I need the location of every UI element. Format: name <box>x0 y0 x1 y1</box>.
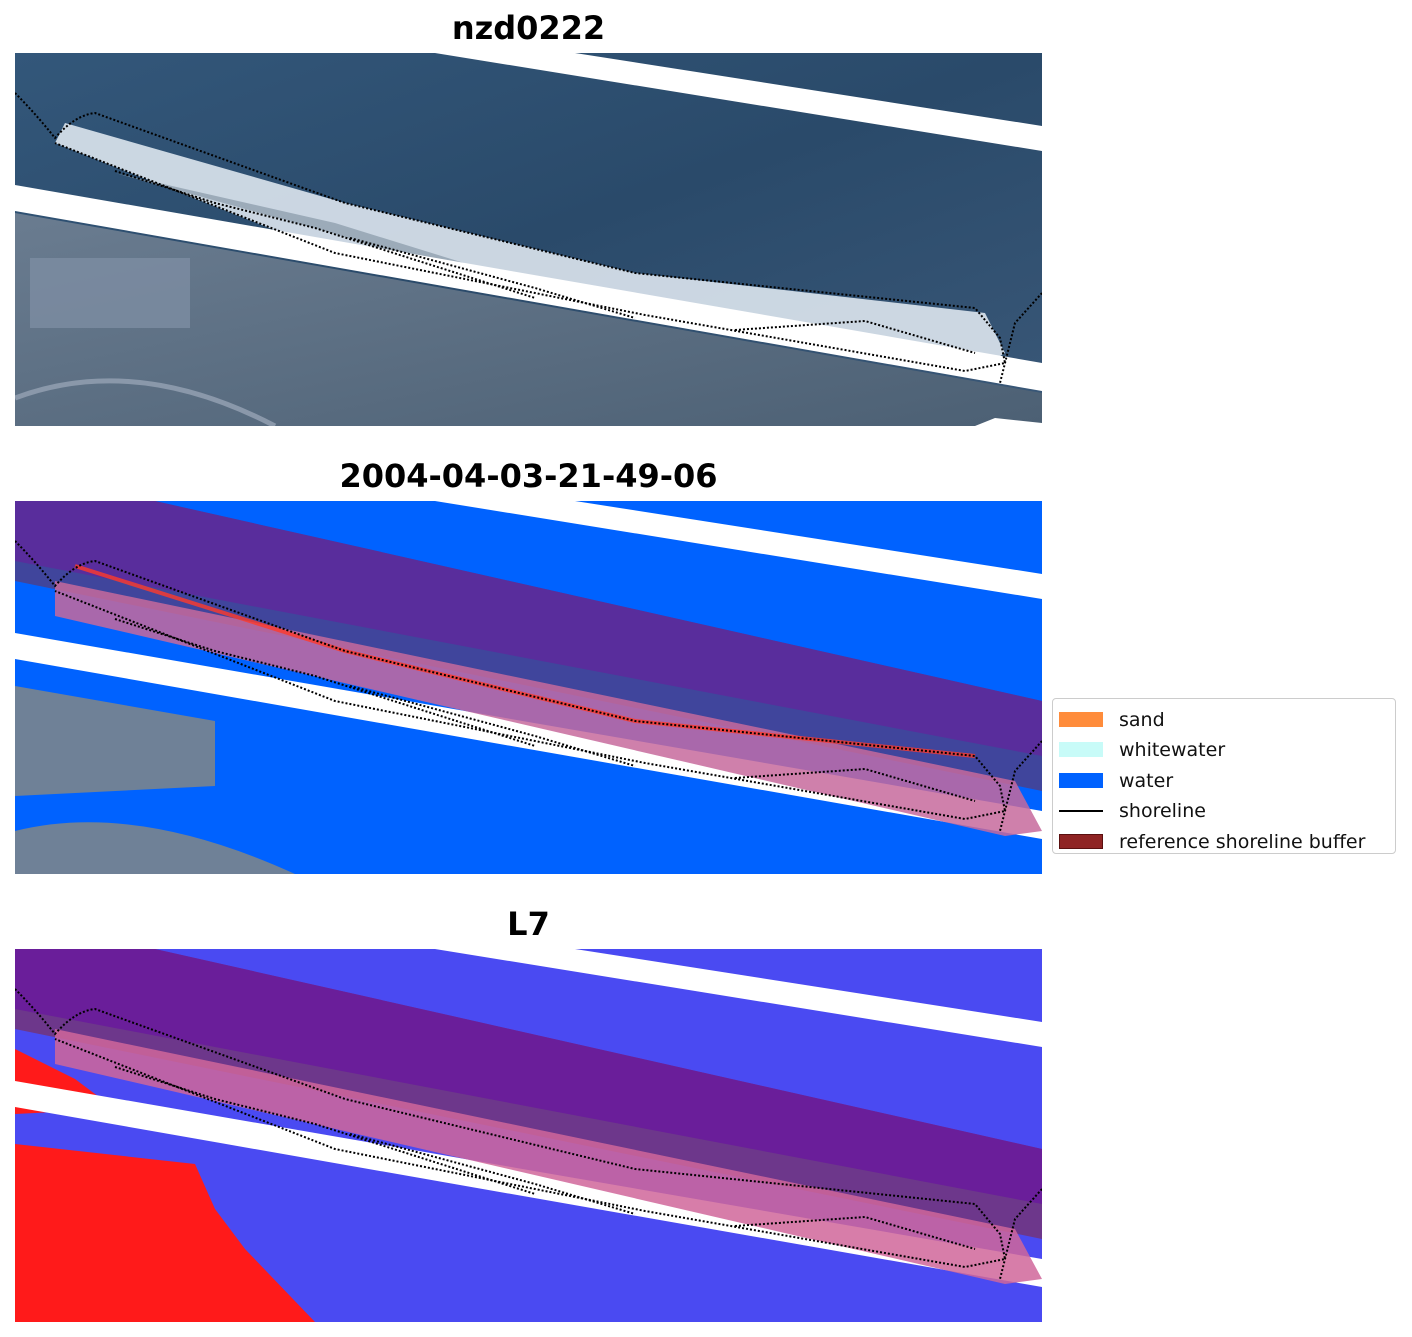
shoreline-line-swatch <box>1059 810 1103 813</box>
shoreline-outer <box>15 988 1007 1269</box>
legend-label: reference shoreline buffer <box>1119 830 1366 853</box>
shoreline-lagoon-1 <box>114 618 536 747</box>
sand-swatch <box>1059 712 1103 727</box>
legend-item-sand: sand <box>1053 705 1395 735</box>
legend-label: water <box>1119 769 1174 792</box>
shoreline-outer <box>15 92 1007 373</box>
classification-panel <box>15 501 1042 874</box>
panel-title-classification: 2004-04-03-21-49-06 <box>339 457 718 495</box>
land-patch-corner <box>15 822 295 874</box>
index-land <box>15 1144 315 1322</box>
sand-class-edge <box>74 564 976 758</box>
water-swatch <box>1059 772 1103 788</box>
shoreline-lagoon-1 <box>114 170 536 299</box>
legend-item-shoreline: shoreline <box>1053 796 1395 826</box>
shoreline-lagoon-2 <box>349 237 636 319</box>
nodata-stripe-upper <box>435 949 1042 1047</box>
legend-label: sand <box>1119 709 1165 731</box>
shoreline-lagoon-2 <box>349 685 636 767</box>
shoreline-lagoon-2 <box>349 1133 636 1215</box>
reference-buffer-swatch <box>1059 833 1103 849</box>
index-panel <box>15 949 1042 1322</box>
panel-title-rgb: nzd0222 <box>451 9 606 47</box>
nodata-stripe-upper <box>435 53 1042 151</box>
land-area <box>15 213 1042 426</box>
legend-item-reference-buffer: reference shoreline buffer <box>1053 827 1395 857</box>
shoreline-east-edge <box>999 740 1042 832</box>
shoreline-outer <box>15 540 1007 821</box>
panel-title-index: L7 <box>507 905 550 943</box>
shoreline-lagoon-1 <box>114 1066 536 1195</box>
shoreline-east-edge <box>999 1188 1042 1280</box>
legend-label: shoreline <box>1119 800 1206 823</box>
legend-item-water: water <box>1053 766 1395 796</box>
buffer-over-land <box>55 581 1042 836</box>
road <box>15 378 277 426</box>
nodata-stripe-lower <box>15 633 1042 839</box>
whitewater-swatch <box>1059 742 1103 758</box>
legend-item-whitewater: whitewater <box>1053 735 1395 765</box>
buffer-over-land <box>55 1029 1042 1284</box>
legend: sand whitewater water shoreline referenc… <box>1052 698 1396 854</box>
legend-label: whitewater <box>1119 739 1226 762</box>
land-patch <box>15 686 215 796</box>
nodata-stripe-lower <box>15 1081 1042 1287</box>
reference-buffer-overlap <box>15 501 1042 756</box>
reference-buffer-overlap <box>15 949 1042 1204</box>
nodata-stripe-lower <box>15 185 1042 391</box>
field-patch <box>30 258 190 328</box>
rgb-image-panel <box>15 53 1042 426</box>
nodata-corner <box>975 418 1042 426</box>
nodata-stripe-upper <box>435 501 1042 599</box>
shoreline-east-edge <box>999 292 1042 384</box>
sand-spit <box>55 123 1005 371</box>
